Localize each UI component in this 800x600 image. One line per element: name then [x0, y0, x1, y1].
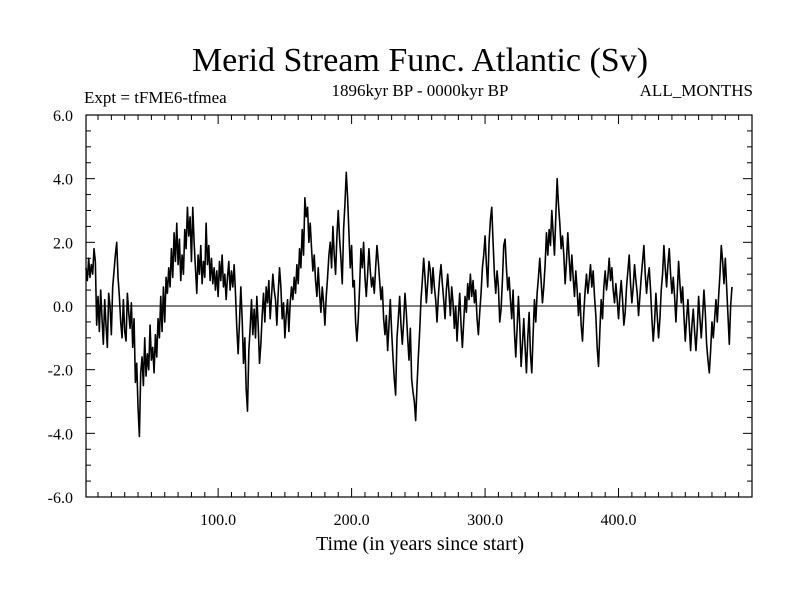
- experiment-label: Expt = tFME6-tfmea: [84, 88, 227, 107]
- line-chart: Merid Stream Func. Atlantic (Sv) 1896kyr…: [0, 0, 800, 600]
- y-tick-label: -6.0: [48, 490, 73, 507]
- y-tick-label: 6.0: [53, 108, 73, 125]
- y-tick-label: 4.0: [53, 172, 73, 189]
- series-line: [86, 172, 732, 436]
- chart-title: Merid Stream Func. Atlantic (Sv): [192, 42, 648, 79]
- months-label: ALL_MONTHS: [640, 81, 753, 100]
- chart-subtitle: 1896kyr BP - 0000kyr BP: [332, 81, 509, 100]
- x-tick-label: 100.0: [200, 512, 236, 529]
- y-tick-label: 0.0: [53, 299, 73, 316]
- x-axis-label: Time (in years since start): [316, 533, 524, 555]
- x-tick-label: 400.0: [601, 512, 637, 529]
- x-tick-label: 300.0: [467, 512, 503, 529]
- plot-area: [86, 115, 752, 497]
- axis-tick-labels: -6.0 -4.0 -2.0 0.0 2.0 4.0 6.0 100.0 200.0 300.0 4…: [48, 108, 637, 529]
- y-tick-label: -2.0: [48, 363, 73, 380]
- x-tick-label: 200.0: [334, 512, 370, 529]
- y-tick-label: -4.0: [48, 426, 73, 443]
- y-tick-label: 2.0: [53, 235, 73, 252]
